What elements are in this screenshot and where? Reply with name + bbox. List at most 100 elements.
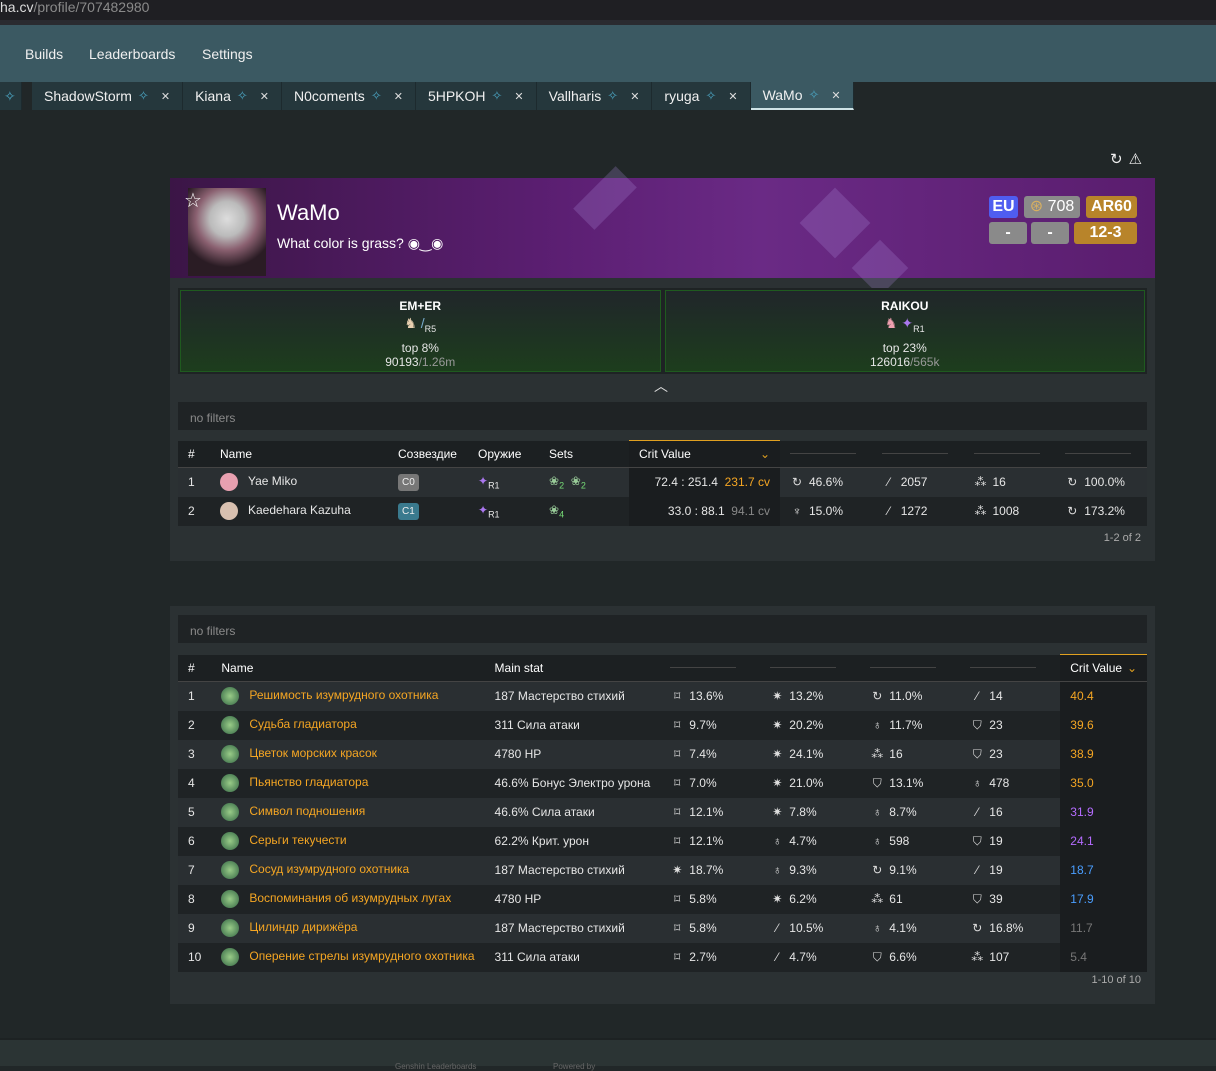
- crit-rate-icon: ⌑: [674, 892, 681, 906]
- compare-icon[interactable]: ⚠: [1128, 151, 1149, 168]
- table-row[interactable]: 4 Пьянство гладиатора 46.6% Бонус Электр…: [178, 768, 1147, 798]
- tab-profile[interactable]: ryuga ✧ ✕: [652, 82, 751, 110]
- crit-value: 11.7: [1060, 913, 1147, 943]
- highlight-card[interactable]: EM+ER ♞ /R5 top 8% 90193/1.26m: [180, 290, 661, 372]
- atk-percent-icon: ⁄: [776, 921, 779, 935]
- table-row[interactable]: 1 Yae Miko C0 ✦R1 ❀2 ❀2 72.4 : 251.4 231…: [178, 467, 1147, 497]
- table-row[interactable]: 7 Сосуд изумрудного охотника 187 Мастерс…: [178, 855, 1147, 885]
- pagination: 1-10 of 10: [1091, 974, 1141, 986]
- close-icon[interactable]: ✕: [630, 90, 640, 103]
- crit-value: 231.7 cv: [724, 475, 770, 490]
- artifact-icon: [221, 687, 240, 706]
- electro-dmg-icon: ↻: [791, 475, 803, 490]
- close-icon[interactable]: ✕: [514, 90, 524, 103]
- nav-leaderboards[interactable]: Leaderboards: [89, 46, 176, 62]
- favorite-star-icon[interactable]: ☆: [184, 190, 202, 212]
- crit-dmg-icon: ✷: [672, 863, 683, 877]
- close-icon[interactable]: ✕: [160, 90, 171, 103]
- tab-profile[interactable]: ShadowStorm ✧ ✕: [32, 82, 184, 110]
- crit-dmg-icon: ✷: [772, 805, 783, 819]
- table-row[interactable]: 8 Воспоминания об изумрудных лугах 4780 …: [178, 884, 1147, 914]
- close-icon[interactable]: ✕: [259, 90, 269, 103]
- artifact-name[interactable]: Серьги текучести: [249, 833, 347, 848]
- def-icon: ⛉: [972, 746, 982, 761]
- artifact-name[interactable]: Судьба гладиатора: [249, 717, 357, 732]
- pagination: 1-2 of 2: [1103, 532, 1141, 544]
- abyss-badge: 12-3: [1074, 222, 1137, 244]
- hp-percent-icon: ♁: [772, 834, 782, 848]
- table-row[interactable]: 9 Цилиндр дирижёра 187 Мастерство стихий…: [178, 913, 1147, 943]
- filter-bar[interactable]: no filters: [178, 615, 1147, 643]
- highlight-card[interactable]: RAIKOU ♞ ✦R1 top 23% 126016/565k: [664, 290, 1145, 372]
- signature: What color is grass? ◉‿◉: [277, 235, 444, 251]
- collapse-chevron-icon[interactable]: ︿: [654, 378, 668, 394]
- address-bar[interactable]: ha.cv/profile/707482980: [0, 0, 1216, 20]
- tab-profile[interactable]: N0coments ✧ ✕: [282, 82, 416, 110]
- genshin-icon: ✧: [370, 88, 382, 103]
- footer: Genshin Leaderboards Powered by: [0, 1038, 1216, 1071]
- tab-profile[interactable]: WaMo ✧ ✕: [750, 82, 854, 110]
- chevron-down-icon: ⌄: [1126, 661, 1137, 675]
- weapon-icon: ✦: [478, 474, 489, 489]
- def-percent-icon: ⛉: [872, 775, 882, 790]
- table-row[interactable]: 6 Серьги текучести 62.2% Крит. урон ⌑ 12.1…: [178, 826, 1147, 856]
- def-percent-icon: ⛉: [872, 949, 882, 964]
- artifact-name[interactable]: Воспоминания об изумрудных лугах: [249, 891, 452, 906]
- artifacts-table: # Name Main stat Crit Value ⌄ 1 Решимость…: [178, 654, 1147, 972]
- crit-value: 18.7: [1060, 855, 1147, 885]
- tab-overflow[interactable]: ✧: [0, 82, 22, 110]
- artifact-icon: [221, 803, 240, 821]
- close-icon[interactable]: ✕: [831, 89, 841, 102]
- ar-badge: AR60: [1086, 196, 1137, 218]
- artifact-icon: [221, 745, 240, 763]
- refresh-icon[interactable]: ↻: [1110, 151, 1129, 168]
- toolbar: ↻⚠: [1110, 150, 1148, 168]
- table-row[interactable]: 1 Решимость изумрудного охотника 187 Мас…: [178, 681, 1147, 711]
- character-icon: ♞: [404, 315, 417, 331]
- table-row[interactable]: 5 Символ подношения 46.6% Сила атаки ⌑ 12.…: [178, 797, 1147, 827]
- region-badge: EU: [989, 196, 1018, 218]
- table-row[interactable]: 10 Оперение стрелы изумрудного охотника …: [178, 942, 1147, 972]
- table-row[interactable]: 3 Цветок морских красок 4780 HP ⌑ 7.4% ✷ 24.…: [178, 739, 1147, 769]
- artifact-set-icon: ❀: [570, 474, 581, 489]
- filter-bar[interactable]: no filters: [178, 402, 1147, 430]
- constellation-badge: C1: [398, 502, 419, 520]
- atk-percent-icon: ⁄: [776, 950, 779, 964]
- artifact-name[interactable]: Оперение стрелы изумрудного охотника: [249, 949, 475, 964]
- artifact-set-icon: ❀: [549, 502, 560, 517]
- crit-value: 38.9: [1060, 739, 1147, 769]
- sort-crit-value[interactable]: Crit Value ⌄: [629, 440, 780, 468]
- weapon-icon: ✦: [901, 315, 914, 331]
- atk-icon: ⁄: [976, 689, 979, 704]
- crit-rate-icon: ⌑: [674, 747, 681, 761]
- close-icon[interactable]: ✕: [393, 90, 403, 103]
- em-icon: ⁂: [974, 504, 987, 518]
- achievement-icon: ⊛: [1029, 198, 1044, 215]
- er-icon: ↻: [872, 689, 883, 704]
- nav-settings[interactable]: Settings: [202, 46, 253, 62]
- artifact-icon: [221, 832, 240, 850]
- character-avatar: [220, 502, 238, 520]
- close-icon[interactable]: ✕: [728, 90, 738, 103]
- stat-badge-a: -: [989, 222, 1027, 244]
- artifact-name[interactable]: Символ подношения: [249, 804, 366, 819]
- anemo-dmg-icon: ♆: [792, 504, 802, 518]
- genshin-icon: ✧: [705, 88, 717, 103]
- tab-profile[interactable]: Vallharis ✧ ✕: [536, 82, 653, 110]
- atk-icon: ⁄: [887, 475, 890, 490]
- tab-profile[interactable]: Kiana ✧ ✕: [183, 82, 282, 110]
- artifact-name[interactable]: Цветок морских красок: [249, 746, 377, 761]
- weapon-icon: /: [420, 315, 425, 331]
- sort-crit-value[interactable]: Crit Value ⌄: [1060, 654, 1147, 682]
- crit-value: 31.9: [1060, 797, 1147, 827]
- table-row[interactable]: 2 Kaedehara Kazuha C1 ✦R1 ❀4 33.0 : 88.1…: [178, 496, 1147, 526]
- artifact-name[interactable]: Цилиндр дирижёра: [249, 920, 358, 935]
- chevron-down-icon: ⌄: [759, 447, 770, 461]
- nav-builds[interactable]: Builds: [25, 46, 64, 62]
- artifact-name[interactable]: Сосуд изумрудного охотника: [249, 862, 410, 877]
- table-row[interactable]: 2 Судьба гладиатора 311 Сила атаки ⌑ 9.7% ✷…: [178, 710, 1147, 740]
- artifact-name[interactable]: Решимость изумрудного охотника: [249, 688, 439, 703]
- tab-profile[interactable]: 5HPKOH ✧ ✕: [415, 82, 537, 110]
- genshin-icon: ✧: [4, 87, 16, 104]
- artifact-name[interactable]: Пьянство гладиатора: [249, 775, 369, 790]
